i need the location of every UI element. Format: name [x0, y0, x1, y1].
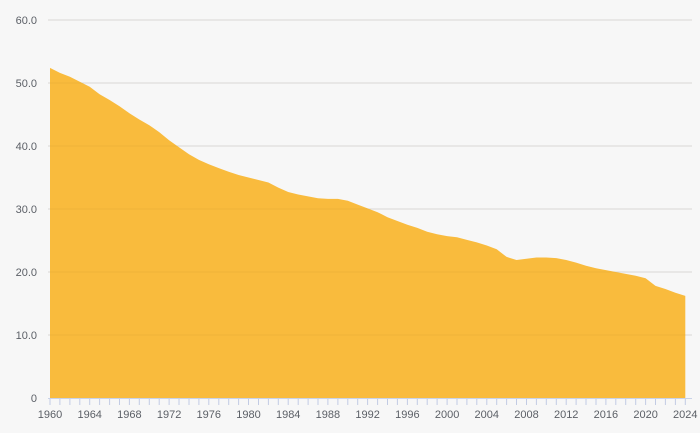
x-axis-tick-label: 1988 [316, 409, 340, 421]
x-axis-labels: 1960 1964 1968 1972 1976 1980 1984 1988 1992 1996… [38, 409, 698, 421]
x-axis-tick-label: 1976 [197, 409, 221, 421]
x-axis-tick-label: 2024 [673, 409, 697, 421]
area-series [50, 67, 686, 399]
gridlines-over-area [48, 19, 692, 336]
x-axis-tick-label: 1984 [276, 409, 300, 421]
y-axis-tick-label: 0 [31, 393, 37, 405]
x-axis-tick-label: 2004 [475, 409, 499, 421]
x-axis-tick-label: 1960 [38, 409, 62, 421]
y-axis-tick-label: 50.0 [16, 78, 37, 90]
y-axis-tick-label: 40.0 [16, 141, 37, 153]
x-axis-tick-label: 1992 [355, 409, 379, 421]
x-axis-tick-label: 1968 [117, 409, 141, 421]
x-axis-tick-label: 2020 [633, 409, 657, 421]
x-axis-tick-label: 2008 [514, 409, 538, 421]
y-axis-tick-label: 30.0 [16, 204, 37, 216]
y-axis-tick-label: 60.0 [16, 15, 37, 27]
x-axis-tick-label: 1972 [157, 409, 181, 421]
y-axis-labels: 60.0 50.0 40.0 30.0 20.0 10.0 0 [16, 15, 37, 405]
y-axis-tick-label: 20.0 [16, 267, 37, 279]
x-axis [48, 398, 692, 405]
x-axis-tick-label: 2012 [554, 409, 578, 421]
x-axis-tick-label: 2016 [594, 409, 618, 421]
x-axis-tick-label: 2000 [435, 409, 459, 421]
y-axis-tick-label: 10.0 [16, 330, 37, 342]
x-axis-tick-label: 1964 [77, 409, 101, 421]
x-axis-tick-label: 1996 [395, 409, 419, 421]
x-axis-tick-label: 1980 [236, 409, 260, 421]
